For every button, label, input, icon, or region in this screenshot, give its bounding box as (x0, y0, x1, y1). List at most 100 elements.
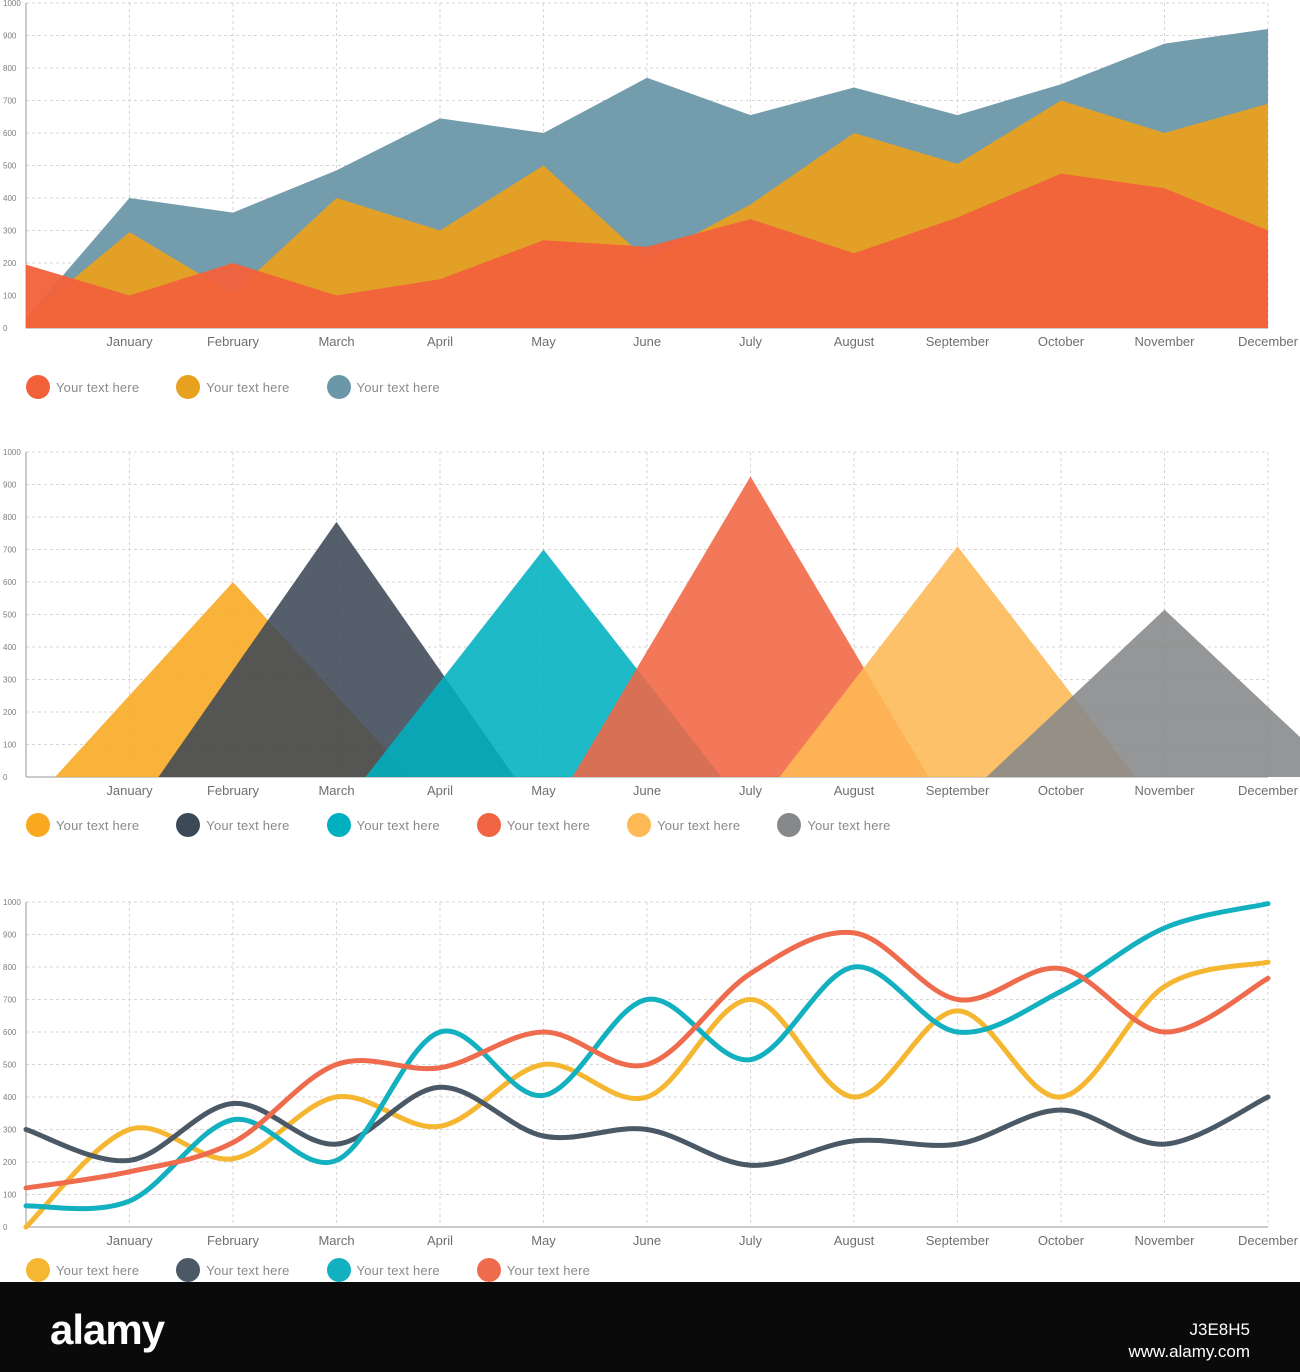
y-tick-label: 900 (3, 481, 17, 490)
triangle-series-5 (779, 546, 1136, 777)
x-tick-label: March (318, 1233, 354, 1248)
y-tick-label: 100 (3, 741, 17, 750)
x-tick-label: February (207, 1233, 260, 1248)
y-tick-label: 400 (3, 1093, 17, 1102)
legend-label: Your text here (506, 1262, 591, 1278)
x-tick-label: March (318, 783, 354, 798)
area-series-1 (26, 173, 1268, 328)
legend-swatch (176, 375, 201, 399)
y-tick-label: 0 (3, 773, 8, 782)
legend-label: Your text here (56, 1262, 140, 1278)
legend-label: Your text here (206, 817, 290, 833)
legend-swatch (26, 1258, 50, 1282)
x-tick-label: November (1135, 334, 1196, 349)
x-tick-label: July (739, 334, 763, 349)
y-tick-label: 500 (3, 611, 17, 620)
x-tick-label: May (531, 783, 556, 798)
line-series-2 (23, 1084, 1271, 1168)
x-tick-label: November (1135, 783, 1196, 798)
x-tick-label: September (926, 783, 990, 798)
x-tick-label: August (834, 334, 875, 349)
legend-swatch (476, 813, 501, 837)
x-tick-label: June (633, 783, 661, 798)
y-tick-label: 0 (3, 324, 8, 333)
x-tick-label: December (1238, 783, 1299, 798)
x-tick-label: November (1135, 1233, 1196, 1248)
watermark-footer: alamy J3E8H5 www.alamy.com (0, 1282, 1300, 1372)
legend-swatch (476, 1258, 501, 1282)
legend-item: Your text here (326, 1258, 440, 1282)
x-tick-label: April (427, 783, 453, 798)
x-tick-label: May (531, 334, 556, 349)
legend-swatch (326, 813, 351, 837)
x-tick-label: March (318, 334, 354, 349)
legend-swatch (176, 813, 201, 837)
triangle-series-6 (986, 609, 1300, 777)
y-tick-label: 700 (3, 97, 17, 106)
x-tick-label: August (834, 1233, 875, 1248)
x-tick-label: May (531, 1233, 556, 1248)
y-tick-label: 300 (3, 227, 17, 236)
x-tick-label: July (739, 783, 763, 798)
x-tick-label: January (106, 1233, 153, 1248)
legend-item: Your text here (476, 813, 590, 837)
y-tick-label: 900 (3, 32, 17, 41)
y-tick-label: 600 (3, 578, 17, 587)
x-tick-label: October (1038, 334, 1085, 349)
x-tick-label: June (633, 334, 661, 349)
x-tick-label: February (207, 334, 260, 349)
y-tick-label: 400 (3, 194, 17, 203)
legend-item: Your text here (476, 1258, 591, 1282)
y-tick-label: 300 (3, 676, 17, 685)
legend-label: Your text here (657, 817, 741, 833)
y-tick-label: 800 (3, 963, 17, 972)
legend-label: Your text here (206, 379, 290, 395)
legend-label: Your text here (356, 817, 440, 833)
x-tick-label: September (926, 1233, 990, 1248)
y-tick-label: 200 (3, 259, 17, 268)
legend-swatch (777, 813, 802, 837)
watermark-url: www.alamy.com (1128, 1342, 1250, 1361)
x-tick-label: January (106, 334, 153, 349)
legend-label: Your text here (56, 817, 140, 833)
line-series-4 (23, 929, 1271, 1191)
x-tick-label: July (739, 1233, 763, 1248)
legend-item: Your text here (176, 813, 289, 837)
legend-item: Your text here (176, 375, 289, 399)
y-tick-label: 0 (3, 1223, 8, 1232)
legend-label: Your text here (356, 379, 440, 395)
legend-label: Your text here (807, 817, 891, 833)
legend-label: Your text here (56, 379, 140, 395)
legend-swatch (26, 813, 50, 837)
legend-item: Your text here (26, 1258, 139, 1282)
legend-item: Your text here (627, 813, 740, 837)
legend-label: Your text here (356, 1262, 440, 1278)
x-tick-label: December (1238, 1233, 1299, 1248)
y-tick-label: 1000 (3, 0, 21, 8)
y-tick-label: 300 (3, 1126, 17, 1135)
y-tick-label: 600 (3, 129, 17, 138)
y-tick-label: 600 (3, 1028, 17, 1037)
x-tick-label: September (926, 334, 990, 349)
x-tick-label: June (633, 1233, 661, 1248)
alamy-logo: alamy (50, 1306, 165, 1353)
legend-swatch (627, 813, 652, 837)
line-series-1 (23, 959, 1271, 1230)
legend-line-chart: Your text here Your text here Your text he… (26, 1257, 627, 1283)
x-tick-label: October (1038, 1233, 1085, 1248)
y-tick-label: 900 (3, 931, 17, 940)
legend-label: Your text here (206, 1262, 290, 1278)
x-tick-label: October (1038, 783, 1085, 798)
legend-item: Your text here (26, 813, 139, 837)
charts-canvas: 0 100 200 300 400 500 600 700 800 900 1000 January F… (3, 0, 1300, 1248)
y-tick-label: 700 (3, 996, 17, 1005)
x-tick-label: December (1238, 334, 1299, 349)
y-tick-label: 500 (3, 1061, 17, 1070)
legend-item: Your text here (326, 813, 440, 837)
image-id: J3E8H5 (1189, 1320, 1250, 1339)
y-tick-label: 500 (3, 162, 17, 171)
legend-swatch (326, 1258, 351, 1282)
x-tick-label: August (834, 783, 875, 798)
y-tick-label: 1000 (3, 448, 21, 457)
line-series-3 (23, 901, 1271, 1212)
